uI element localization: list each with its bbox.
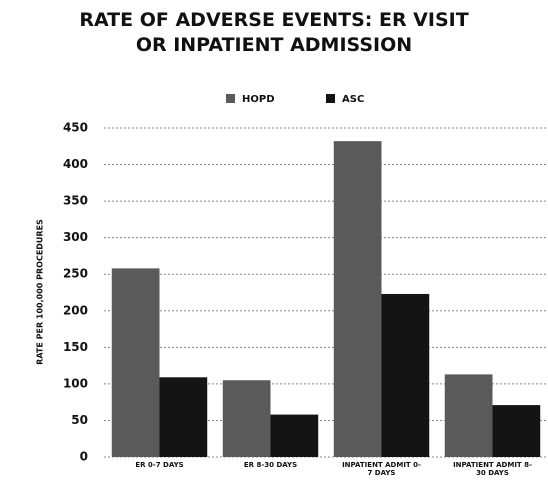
y-tick-label: 450 — [63, 121, 88, 135]
x-tick-label: INPATIENT ADMIT 0-7 DAYS — [342, 461, 421, 477]
y-tick-label: 250 — [63, 267, 88, 281]
bar — [222, 380, 271, 457]
y-tick-label: 300 — [63, 230, 88, 244]
y-tick-label: 350 — [63, 194, 88, 208]
bar — [444, 374, 493, 457]
bar — [159, 377, 208, 457]
bar — [381, 293, 430, 457]
bar — [492, 405, 541, 457]
y-tick-label: 100 — [63, 376, 88, 390]
legend-label: ASC — [342, 94, 364, 105]
bar — [111, 268, 160, 457]
legend-swatch — [326, 94, 335, 103]
legend-label: HOPD — [242, 94, 275, 105]
y-tick-label: 50 — [71, 413, 88, 427]
bar — [270, 414, 319, 457]
bar — [333, 141, 382, 457]
y-axis-label: RATE PER 100,000 PROCEDURES — [36, 219, 45, 365]
y-tick-label: 0 — [80, 450, 88, 464]
x-tick-label: ER 0-7 DAYS — [135, 461, 184, 469]
x-tick-label: INPATIENT ADMIT 8-30 DAYS — [453, 461, 532, 477]
x-tick-label: ER 8-30 DAYS — [243, 461, 298, 469]
chart-title: RATE OF ADVERSE EVENTS: ER VISIT OR INPA… — [79, 9, 469, 56]
y-tick-label: 200 — [63, 303, 88, 317]
y-tick-label: 150 — [63, 340, 88, 354]
y-tick-label: 400 — [63, 157, 88, 171]
legend-swatch — [226, 94, 235, 103]
